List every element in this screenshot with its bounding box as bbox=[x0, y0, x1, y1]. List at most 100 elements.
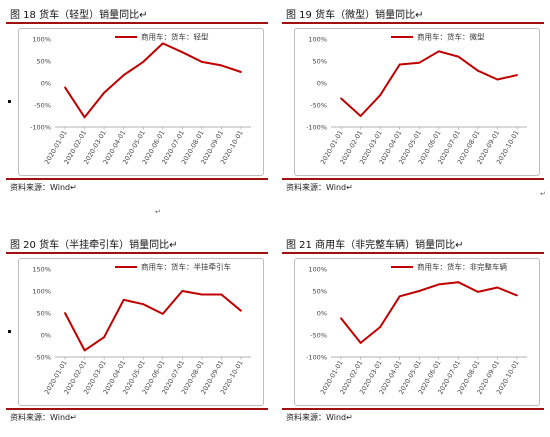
data-point bbox=[64, 86, 66, 89]
data-point bbox=[161, 312, 164, 315]
source-note: 资料来源：Wind↵ bbox=[286, 183, 353, 192]
data-point bbox=[83, 116, 86, 119]
chart-panel-incomplete-vehicle: 图 21 商用车（非完整车辆）销量同比↵ 100% 50% 0% -50% -100% 2… bbox=[282, 230, 544, 430]
source-rule bbox=[6, 408, 268, 410]
source-rule bbox=[282, 178, 544, 180]
data-point bbox=[103, 91, 106, 94]
series-line bbox=[340, 281, 518, 344]
y-tick-label: 0% bbox=[317, 80, 327, 88]
data-point bbox=[496, 286, 499, 289]
y-tick-label: 50% bbox=[313, 58, 327, 66]
chart-panel-mini-truck: 图 19 货车（微型）销量同比↵ 100% 50% 0% -50% -100% 2020-… bbox=[282, 0, 544, 200]
data-point bbox=[220, 64, 223, 67]
chart-area: 150% 100% 50% 0% -50% 2020-01-01 2020-02-01 202… bbox=[18, 258, 264, 406]
y-tick-label: 0% bbox=[41, 332, 51, 340]
y-tick-label: -50% bbox=[310, 102, 327, 110]
data-point bbox=[161, 42, 164, 45]
chart-panel-light-truck: 图 18 货车（轻型）销量同比↵ 100% 50% 0% -50% -100% 2020-… bbox=[6, 0, 268, 200]
list-bullet bbox=[8, 100, 11, 103]
line-chart: 100%50%0%-50%-100%2020-01-012020-02-0120… bbox=[306, 262, 527, 396]
data-point bbox=[103, 336, 106, 339]
data-point bbox=[476, 290, 479, 293]
legend-label: 商用车：货车：微型 bbox=[417, 32, 485, 42]
chart-title: 图 21 商用车（非完整车辆）销量同比↵ bbox=[286, 240, 464, 251]
y-tick-label: -50% bbox=[34, 354, 51, 362]
y-tick-label: -50% bbox=[34, 102, 51, 110]
source-note: 资料来源：Wind↵ bbox=[10, 183, 77, 192]
data-point bbox=[516, 294, 518, 297]
data-point bbox=[379, 94, 382, 97]
line-chart: 100%50%0%-50%-100%2020-01-012020-02-0120… bbox=[306, 32, 527, 166]
data-point bbox=[181, 51, 184, 54]
y-tick-label: 100% bbox=[308, 266, 327, 274]
data-point bbox=[476, 69, 479, 72]
data-point bbox=[379, 326, 382, 328]
paragraph-mark: ↵ bbox=[155, 208, 161, 216]
legend-label: 商用车：货车：轻型 bbox=[141, 32, 209, 42]
data-point bbox=[200, 293, 203, 296]
y-tick-label: -50% bbox=[310, 332, 327, 340]
data-point bbox=[359, 115, 362, 117]
data-point bbox=[240, 71, 242, 73]
y-tick-label: 50% bbox=[37, 58, 51, 66]
chart-title: 图 18 货车（轻型）销量同比↵ bbox=[10, 10, 148, 21]
line-chart: 150%100%50%0%-50%2020-01-012020-02-01202… bbox=[32, 262, 251, 396]
title-rule bbox=[282, 22, 544, 24]
data-point bbox=[496, 78, 499, 81]
data-point bbox=[418, 290, 421, 292]
paragraph-mark: ↵ bbox=[540, 190, 546, 198]
data-point bbox=[64, 312, 66, 314]
data-point bbox=[340, 97, 342, 100]
y-tick-label: -100% bbox=[30, 124, 51, 132]
y-tick-label: 0% bbox=[41, 80, 51, 88]
data-point bbox=[200, 60, 203, 63]
chart-panel-semi-trailer: 图 20 货车（半挂牵引车）销量同比↵ 150% 100% 50% 0% -50% 202… bbox=[6, 230, 268, 430]
data-point bbox=[181, 290, 184, 292]
y-tick-label: -100% bbox=[306, 354, 327, 362]
y-tick-label: 100% bbox=[32, 36, 51, 44]
title-rule bbox=[6, 22, 268, 24]
y-tick-label: 0% bbox=[317, 310, 327, 318]
source-note: 资料来源：Wind↵ bbox=[10, 413, 77, 422]
legend-label: 商用车：货车：半挂牵引车 bbox=[141, 262, 231, 272]
data-point bbox=[142, 303, 145, 306]
data-point bbox=[142, 60, 145, 63]
chart-area: 100% 50% 0% -50% -100% 2020-01-01 2020-02-01 20… bbox=[294, 28, 540, 176]
chart-area: 100% 50% 0% -50% -100% 2020-01-01 2020-02-01 20… bbox=[18, 28, 264, 176]
chart-title: 图 19 货车（微型）销量同比↵ bbox=[286, 10, 424, 21]
data-point bbox=[516, 74, 518, 76]
data-point bbox=[122, 298, 125, 301]
data-point bbox=[340, 317, 342, 320]
data-point bbox=[122, 74, 125, 76]
data-point bbox=[359, 342, 362, 344]
y-tick-label: 50% bbox=[313, 288, 327, 296]
source-rule bbox=[282, 408, 544, 410]
series-line bbox=[64, 42, 242, 119]
data-point bbox=[398, 295, 401, 298]
data-point bbox=[418, 61, 421, 64]
y-tick-label: 50% bbox=[37, 310, 51, 318]
legend-label: 商用车：货车：非完整车辆 bbox=[417, 262, 507, 272]
chart-title: 图 20 货车（半挂牵引车）销量同比↵ bbox=[10, 240, 178, 251]
series-line bbox=[64, 290, 242, 352]
data-point bbox=[437, 283, 440, 286]
source-note: 资料来源：Wind↵ bbox=[286, 413, 353, 422]
data-point bbox=[437, 50, 440, 53]
series-line bbox=[340, 50, 518, 117]
title-rule bbox=[282, 252, 544, 254]
data-point bbox=[457, 281, 460, 284]
data-point bbox=[240, 309, 242, 312]
line-chart: 100%50%0%-50%-100%2020-01-012020-02-0120… bbox=[30, 32, 251, 166]
title-rule bbox=[6, 252, 268, 254]
y-tick-label: -100% bbox=[306, 124, 327, 132]
source-rule bbox=[6, 178, 268, 180]
y-tick-label: 100% bbox=[308, 36, 327, 44]
data-point bbox=[220, 293, 223, 296]
data-point bbox=[398, 63, 401, 66]
list-bullet bbox=[8, 330, 11, 333]
y-tick-label: 150% bbox=[32, 266, 51, 274]
data-point bbox=[457, 55, 460, 58]
y-tick-label: 100% bbox=[32, 288, 51, 296]
data-point bbox=[83, 349, 86, 352]
chart-area: 100% 50% 0% -50% -100% 2020-01-01 2020-02-01 20… bbox=[294, 258, 540, 406]
